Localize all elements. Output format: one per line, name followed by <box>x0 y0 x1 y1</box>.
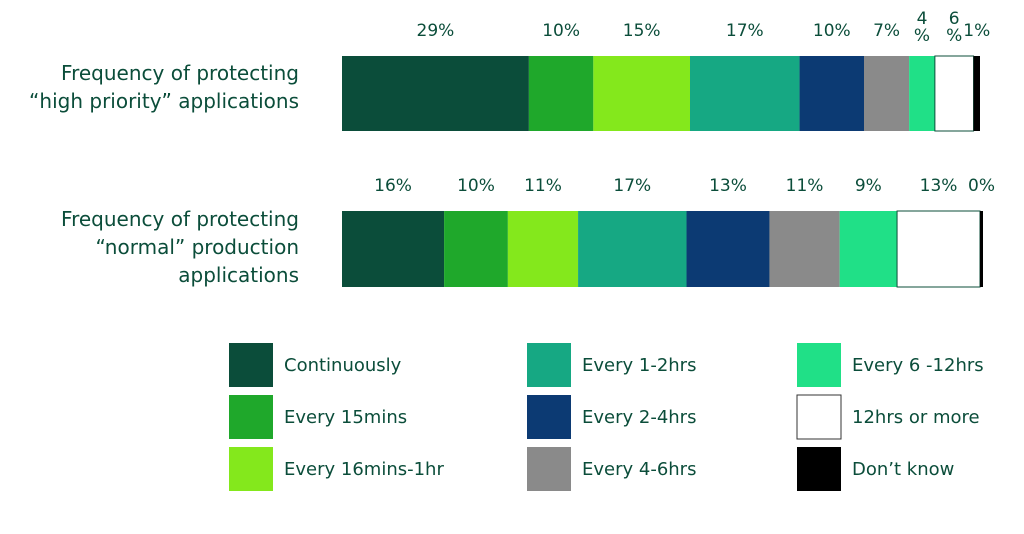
legend-label: Don’t know <box>852 459 954 480</box>
value-label: 11% <box>786 176 824 196</box>
bar-segment <box>934 55 975 132</box>
bar-segment <box>578 211 687 287</box>
value-label: 15% <box>623 21 661 41</box>
legend-label: Every 16mins-1hr <box>284 459 444 480</box>
legend-label: Every 6 -12hrs <box>852 355 984 376</box>
bar-segment <box>593 56 690 131</box>
value-label: 7% <box>873 21 900 41</box>
legend-label: Every 1-2hrs <box>582 355 696 376</box>
legend-label: 12hrs or more <box>852 407 980 428</box>
value-label: 0% <box>968 176 995 196</box>
legend-label: Continuously <box>284 355 402 376</box>
value-label: 17% <box>726 21 764 41</box>
bar-segment <box>690 56 800 131</box>
value-label: 10% <box>813 21 851 41</box>
bar-segment <box>686 211 770 287</box>
legend-swatch <box>527 343 571 387</box>
bar-segment <box>507 211 579 287</box>
row-label: “high priority” applications <box>29 89 299 113</box>
bar-segment <box>839 211 898 287</box>
row-label: “normal” production <box>96 235 299 259</box>
value-label: 11% <box>524 176 562 196</box>
value-label: 16% <box>374 176 412 196</box>
bar-segment <box>909 56 935 131</box>
bar-segment <box>769 211 840 287</box>
bar-segment <box>973 56 980 131</box>
value-label: 10% <box>457 176 495 196</box>
value-label: 29% <box>417 21 455 41</box>
value-label: 4% <box>914 9 930 46</box>
bar-segment <box>342 56 529 131</box>
value-label: 13% <box>709 176 747 196</box>
value-label: 6% <box>946 9 962 46</box>
value-label: 9% <box>855 176 882 196</box>
legend-swatch <box>797 447 841 491</box>
legend-swatch <box>797 343 841 387</box>
bar-segment <box>342 211 445 287</box>
legend-swatch <box>229 395 273 439</box>
row-label: Frequency of protecting <box>61 207 299 231</box>
bar-segment <box>528 56 594 131</box>
legend-label: Every 15mins <box>284 407 407 428</box>
bar-segment <box>799 56 864 131</box>
legend-swatch <box>527 395 571 439</box>
bar-segment <box>444 211 508 287</box>
legend-swatch <box>229 447 273 491</box>
legend-swatch <box>527 447 571 491</box>
value-label: 13% <box>920 176 958 196</box>
bar-segment <box>896 210 981 288</box>
row-label: applications <box>178 263 299 287</box>
value-label: 17% <box>613 176 651 196</box>
value-label: 10% <box>542 21 580 41</box>
legend-label: Every 4-6hrs <box>582 459 696 480</box>
value-label: 1% <box>963 21 990 41</box>
legend-swatch <box>796 394 842 440</box>
row-label: Frequency of protecting <box>61 61 299 85</box>
legend-swatch <box>229 343 273 387</box>
bar-segment <box>864 56 910 131</box>
legend-label: Every 2-4hrs <box>582 407 696 428</box>
bar-segment <box>980 211 983 287</box>
